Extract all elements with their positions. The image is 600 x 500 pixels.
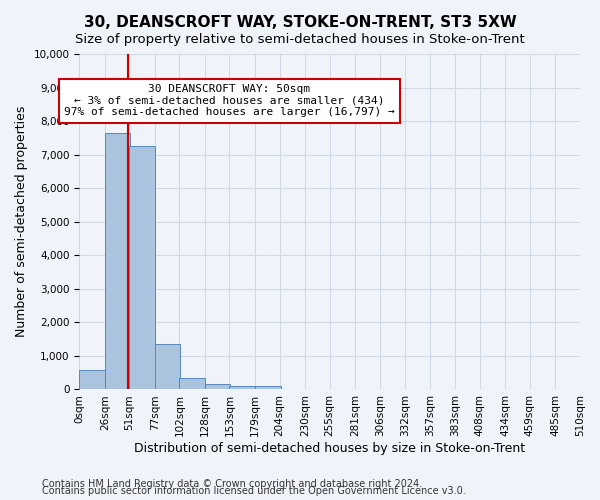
Bar [155, 344, 181, 390]
Text: 30, DEANSCROFT WAY, STOKE-ON-TRENT, ST3 5XW: 30, DEANSCROFT WAY, STOKE-ON-TRENT, ST3 … [83, 15, 517, 30]
Bar [105, 133, 130, 390]
Text: Contains public sector information licensed under the Open Government Licence v3: Contains public sector information licen… [42, 486, 466, 496]
Text: Contains HM Land Registry data © Crown copyright and database right 2024.: Contains HM Land Registry data © Crown c… [42, 479, 422, 489]
Text: 30 DEANSCROFT WAY: 50sqm
← 3% of semi-detached houses are smaller (434)
97% of s: 30 DEANSCROFT WAY: 50sqm ← 3% of semi-de… [64, 84, 395, 117]
Bar [79, 370, 105, 390]
Text: Size of property relative to semi-detached houses in Stoke-on-Trent: Size of property relative to semi-detach… [75, 32, 525, 46]
Bar [229, 386, 255, 390]
Bar [205, 384, 230, 390]
Bar [179, 378, 205, 390]
Bar [255, 386, 281, 390]
Y-axis label: Number of semi-detached properties: Number of semi-detached properties [15, 106, 28, 338]
X-axis label: Distribution of semi-detached houses by size in Stoke-on-Trent: Distribution of semi-detached houses by … [134, 442, 525, 455]
Bar [130, 146, 155, 390]
